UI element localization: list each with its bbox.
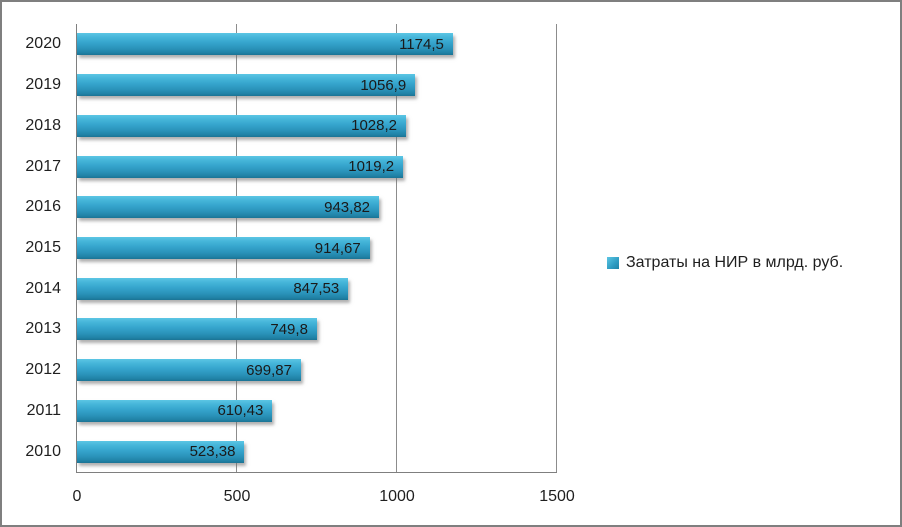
bar-value-label-2017: 1019,2 — [348, 158, 395, 176]
y-axis-label-2019: 2019 — [25, 76, 61, 94]
gridline-x-1500 — [556, 24, 557, 472]
y-axis-label-2013: 2013 — [25, 320, 61, 338]
bar-value-label-2019: 1056,9 — [360, 76, 407, 94]
bar-value-label-2013: 749,8 — [270, 320, 308, 338]
bar-2019: 1056,9 — [77, 74, 416, 97]
x-axis-tick-label: 0 — [72, 488, 82, 505]
y-axis-label-2017: 2017 — [25, 157, 61, 175]
y-axis-label-2011: 2011 — [26, 401, 61, 419]
bar-value-label-2012: 699,87 — [246, 361, 292, 379]
legend: Затраты на НИР в млрд. руб. — [607, 254, 843, 272]
legend-label: Затраты на НИР в млрд. руб. — [626, 254, 844, 271]
bar-2020: 1174,5 — [77, 33, 453, 56]
bar-value-label-2018: 1028,2 — [351, 117, 398, 135]
y-axis-label-2015: 2015 — [25, 238, 61, 256]
bar-value-label-2016: 943,82 — [324, 198, 371, 216]
bar-value-label-2014: 847,53 — [293, 280, 340, 298]
y-axis-label-2010: 2010 — [25, 442, 61, 460]
bar-value-label-2010: 523,38 — [189, 443, 236, 461]
y-axis-label-2012: 2012 — [25, 361, 61, 379]
legend-color-swatch-icon — [607, 257, 619, 269]
y-axis-label-2016: 2016 — [25, 198, 61, 216]
bar-value-label-2011: 610,43 — [217, 402, 264, 420]
y-axis-label-2020: 2020 — [25, 35, 61, 53]
x-axis-tick-label: 500 — [223, 488, 251, 505]
bar-2018: 1028,2 — [77, 114, 407, 137]
y-axis-label-2014: 2014 — [25, 279, 61, 297]
bar-2013: 749,8 — [77, 318, 317, 341]
x-axis-tick-label: 1000 — [379, 488, 415, 505]
x-axis-tick-label: 1500 — [539, 488, 575, 505]
bar-value-label-2020: 1174,5 — [399, 35, 444, 53]
bar-2012: 699,87 — [77, 359, 301, 382]
gridline-x-1000 — [396, 24, 397, 472]
bar-2010: 523,38 — [77, 440, 245, 463]
bar-2014: 847,53 — [77, 277, 349, 300]
bar-2011: 610,43 — [77, 399, 273, 422]
bar-value-label-2015: 914,67 — [314, 239, 361, 257]
bar-2015: 914,67 — [77, 237, 370, 259]
bar-2017: 1019,2 — [77, 155, 404, 178]
bar-2016: 943,82 — [77, 196, 380, 219]
plot-area: 0 500 1000 1500 2020 1174,5 2019 1056,9 2018 1028… — [25, 24, 575, 505]
y-axis-label-2018: 2018 — [25, 116, 61, 134]
